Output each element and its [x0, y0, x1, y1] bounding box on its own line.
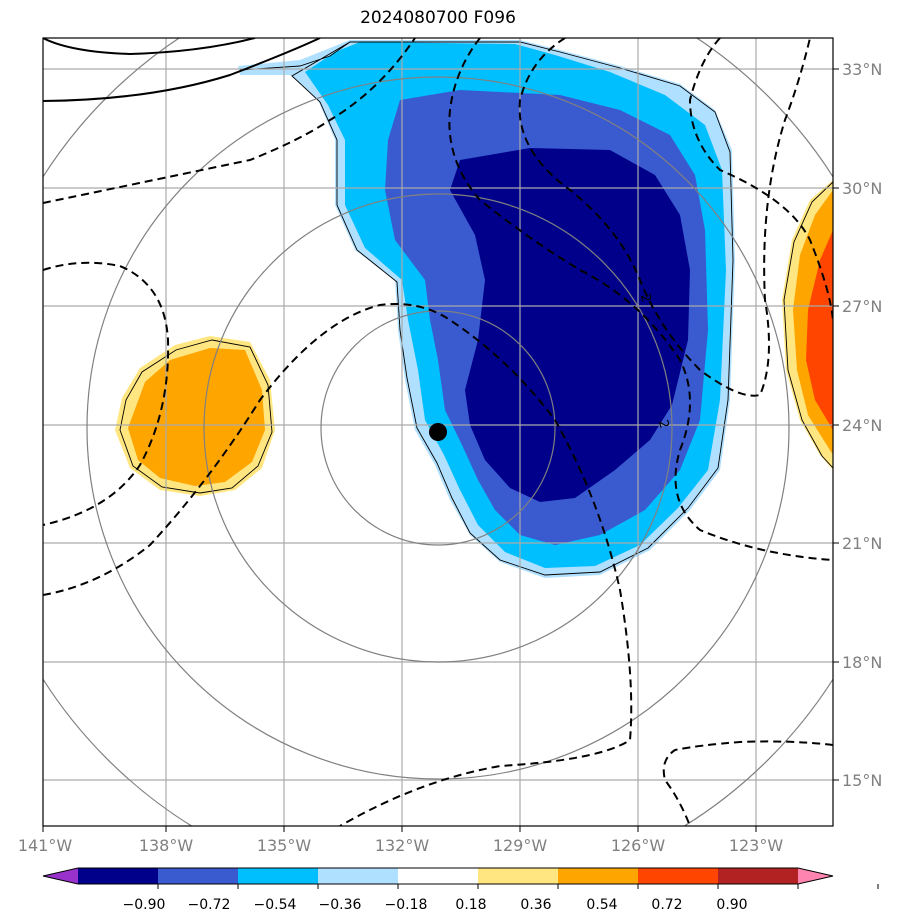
- anomaly-outline-neg: [239, 41, 734, 576]
- lon-tick-label: 123°W: [729, 836, 784, 855]
- lon-tick-label: 126°W: [611, 836, 666, 855]
- colorbar-segment: [798, 868, 833, 884]
- colorbar-label: −0.90: [123, 897, 166, 913]
- colorbar-label: −0.54: [254, 897, 297, 913]
- tick-marks: [42, 68, 839, 832]
- anomaly-outline-pos-west: [119, 339, 273, 494]
- colorbar-segment: [238, 868, 319, 884]
- lon-tick-label: 132°W: [375, 836, 430, 855]
- graticule: [43, 38, 833, 826]
- storm-center-marker: [429, 423, 447, 441]
- lat-tick-label: 24°N: [842, 416, 882, 435]
- colorbar-label: −0.72: [188, 897, 231, 913]
- colorbar-segment: [478, 868, 559, 884]
- colorbar-label: 0.36: [520, 897, 551, 913]
- lon-tick-label: 138°W: [139, 836, 194, 855]
- colorbar-label: 0.54: [586, 897, 617, 913]
- map-frame: [42, 37, 834, 827]
- colorbar-segments: [43, 868, 833, 884]
- colorbar-label: 0.72: [651, 897, 682, 913]
- colorbar-outline: [42, 867, 834, 885]
- colorbar-label: −0.18: [385, 897, 428, 913]
- colorbar-labels: −0.90 −0.72 −0.54 −0.36 −0.18 0.18 0.36 …: [123, 897, 748, 913]
- colorbar-segment: [398, 868, 479, 884]
- anomaly-outline-pos-east: [783, 181, 833, 469]
- colorbar: −0.90 −0.72 −0.54 −0.36 −0.18 0.18 0.36 …: [42, 867, 879, 913]
- contour-label-2-lower: 2: [655, 418, 672, 430]
- lon-tick-label: 141°W: [18, 836, 73, 855]
- contour-labels: 2 2: [637, 292, 672, 430]
- colorbar-label: 0.90: [716, 897, 747, 913]
- lat-tick-label: 21°N: [842, 534, 882, 553]
- lat-tick-labels: 33°N 30°N 27°N 24°N 21°N 18°N 15°N: [842, 60, 882, 790]
- lon-tick-labels: 141°W 138°W 135°W 132°W 129°W 126°W 123°…: [18, 836, 784, 855]
- colorbar-segment: [43, 868, 78, 884]
- lon-tick-label: 129°W: [493, 836, 548, 855]
- range-rings: [43, 38, 833, 826]
- lat-tick-label: 27°N: [842, 297, 882, 316]
- colorbar-label: −0.36: [319, 897, 362, 913]
- lon-tick-label: 135°W: [257, 836, 312, 855]
- lat-tick-label: 18°N: [842, 653, 882, 672]
- map-panel: 2 2: [43, 38, 833, 826]
- map-title: 2024080700 F096: [360, 8, 516, 28]
- contour-label-2-upper: 2: [637, 292, 654, 304]
- colorbar-segment: [158, 868, 239, 884]
- colorbar-segment: [638, 868, 719, 884]
- colorbar-segment: [78, 868, 159, 884]
- colorbar-segment: [718, 868, 799, 884]
- anomaly-fill-neg-072: [450, 148, 690, 502]
- anomaly-fill-pos-036-west: [128, 348, 265, 486]
- colorbar-ticks: [157, 884, 879, 889]
- colorbar-segment: [318, 868, 399, 884]
- colorbar-label: 0.18: [455, 897, 486, 913]
- anomaly-fill-pos-054-east: [806, 230, 833, 430]
- solid-contours: [43, 38, 321, 102]
- lat-tick-label: 30°N: [842, 179, 882, 198]
- dashed-contours: [43, 38, 833, 826]
- colorbar-segment: [558, 868, 639, 884]
- lat-tick-label: 33°N: [842, 60, 882, 79]
- lat-tick-label: 15°N: [842, 771, 882, 790]
